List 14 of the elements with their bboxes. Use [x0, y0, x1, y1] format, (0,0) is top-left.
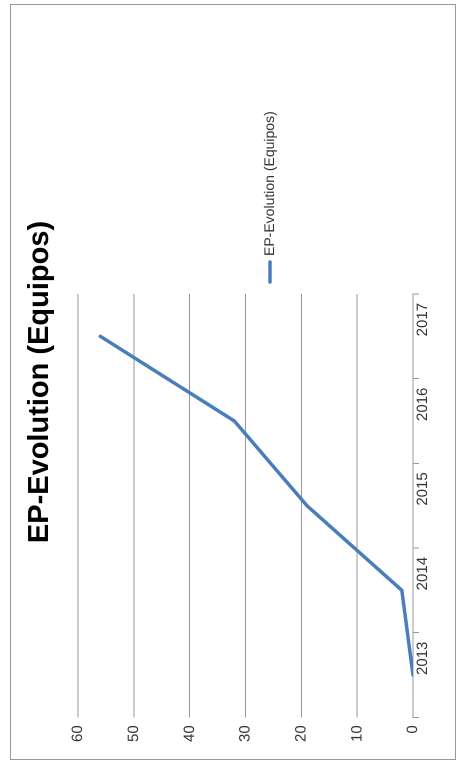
x-tick-label: 60 [69, 725, 86, 742]
y-tick-label: 2016 [414, 388, 432, 421]
x-tick-label: 30 [236, 725, 254, 742]
y-tick-label: 2015 [414, 472, 432, 506]
x-tick-label: 40 [180, 725, 198, 742]
x-tick-label: 0 [404, 725, 422, 734]
y-tick-label: 2017 [414, 302, 432, 336]
y-tick-label: 2014 [414, 556, 432, 590]
text: EP-Evolution (Equipos) [23, 220, 55, 544]
y-tick-label: 2013 [414, 642, 432, 675]
x-tick-label: 50 [124, 725, 142, 742]
x-tick-label: 10 [348, 725, 366, 742]
x-tick-label: 20 [292, 725, 310, 742]
text: EP-Evolution (Equipos) [260, 111, 277, 256]
